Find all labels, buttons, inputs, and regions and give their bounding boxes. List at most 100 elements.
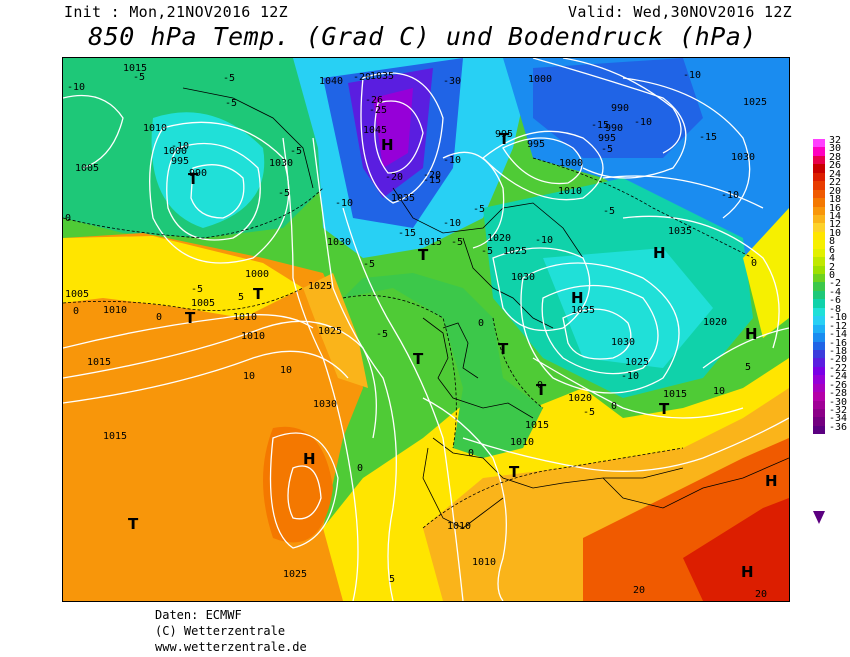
- legend-entry: -30: [813, 397, 847, 409]
- legend-entry: 28: [813, 152, 841, 165]
- legend-swatch: [813, 147, 825, 156]
- isobar-label: 990: [611, 103, 629, 114]
- isobar-label: 1030: [313, 399, 337, 410]
- isobar-label: 1005: [191, 298, 215, 309]
- temp-field-east-core: [533, 58, 703, 158]
- isobar-label: 1025: [283, 569, 307, 580]
- isobar-label: 1015: [87, 357, 111, 368]
- isobar-label: 1025: [308, 281, 332, 292]
- temp-label: -5: [451, 237, 463, 248]
- legend-swatch: [813, 265, 825, 274]
- legend-entry: -20: [813, 355, 847, 367]
- legend-value: -4: [829, 286, 842, 298]
- legend-entry: 0: [813, 271, 835, 283]
- legend-entry: 8: [813, 237, 835, 249]
- legend-swatch: [813, 375, 825, 384]
- legend-entry: 18: [813, 195, 841, 207]
- temp-label: -5: [133, 72, 145, 83]
- legend-value: 32: [829, 135, 842, 146]
- legend-value: 4: [829, 253, 836, 265]
- temperature-legend: 32 30 28 26 24 22 20 18 16 14 12 10 8 6 4 2 0 -2 -4 -6 -8 -10…: [813, 136, 847, 435]
- legend-value: -18: [829, 345, 848, 357]
- temp-label: -5: [191, 284, 203, 295]
- temp-field-purple-core: [373, 88, 413, 168]
- legend-value: -24: [829, 371, 848, 383]
- isobar-label: 1030: [511, 272, 535, 283]
- isobar-label: 1030: [731, 152, 755, 163]
- legend-swatch: [813, 274, 825, 283]
- temp-label: -10: [67, 82, 85, 93]
- legend-value: -14: [829, 329, 848, 341]
- isobar-label: 1000: [163, 146, 187, 157]
- temp-label: -10: [443, 218, 461, 229]
- isobar-label: 1000: [528, 74, 552, 85]
- legend-value: -30: [829, 396, 848, 408]
- legend-value: 2: [829, 261, 836, 273]
- isobar-label: 990: [605, 123, 623, 134]
- isobar-labels: 1015 1040 1035 1010 1000 995 990 1005 10…: [65, 63, 767, 580]
- temp-label: 0: [65, 213, 71, 224]
- temp-field-russia-core: [543, 248, 713, 368]
- legend-swatch: [813, 358, 825, 367]
- isobar-label: 1000: [245, 269, 269, 280]
- legend-entry: 6: [813, 245, 835, 258]
- isobar-label: 1010: [558, 186, 582, 197]
- temp-label: -5: [290, 146, 302, 157]
- legend-swatch: [813, 349, 825, 359]
- legend-swatch: [813, 214, 825, 224]
- isobar-label: 995: [527, 139, 545, 150]
- legend-entry: -10: [813, 313, 847, 325]
- temp-label: -5: [601, 144, 613, 155]
- isobar-label: 1010: [143, 123, 167, 134]
- legend-value: -2: [829, 278, 842, 290]
- legend-swatch: [813, 257, 825, 266]
- temp-label: -10: [535, 235, 553, 246]
- temp-label: 10: [243, 371, 255, 382]
- temp-label: -15: [699, 132, 717, 143]
- temp-label: -10: [621, 371, 639, 382]
- legend-entry: 30: [813, 144, 841, 156]
- legend-arrow-icon: [813, 511, 825, 524]
- temp-label: -5: [603, 206, 615, 217]
- legend-entry: 26: [813, 161, 841, 173]
- isobar-label: 1010: [103, 305, 127, 316]
- isobars: [63, 58, 789, 601]
- temp-label: 0: [611, 401, 617, 412]
- temp-label: -15: [398, 228, 416, 239]
- valid-time: Valid: Wed,30NOV2016 12Z: [568, 3, 792, 21]
- temp-field-azores: [263, 426, 333, 543]
- high-center-africa-south: H: [741, 563, 754, 581]
- legend-value: -22: [829, 362, 848, 374]
- temp-label: 0: [73, 306, 79, 317]
- legend-swatch: [813, 248, 825, 258]
- legend-value: -8: [829, 303, 842, 315]
- temp-label: -5: [225, 98, 237, 109]
- legend-value: 24: [829, 168, 842, 180]
- legend-entry: -14: [813, 330, 847, 342]
- isobar-label: 1010: [510, 437, 534, 448]
- low-center-mediterranean: T: [509, 463, 520, 481]
- website-link[interactable]: www.wetterzentrale.de: [155, 640, 307, 654]
- temp-label: -5: [363, 259, 375, 270]
- legend-swatch: [813, 172, 825, 182]
- temp-label: 5: [745, 362, 751, 373]
- low-center-uk: T: [413, 350, 424, 368]
- isobar-label: 1020: [487, 233, 511, 244]
- legend-swatch: [813, 400, 825, 409]
- legend-entry: -12: [813, 321, 847, 334]
- legend-swatch: [813, 240, 825, 249]
- legend-swatch: [813, 282, 825, 291]
- isobar-label: 1010: [241, 331, 265, 342]
- init-time: Init : Mon,21NOV2016 12Z: [64, 3, 288, 21]
- legend-value: -32: [829, 405, 848, 416]
- legend-value: 8: [829, 236, 836, 248]
- legend-entry: -32: [813, 406, 847, 418]
- legend-entry: 32: [813, 136, 841, 148]
- legend-entry: 10: [813, 228, 841, 241]
- temp-label: -10: [335, 198, 353, 209]
- legend-value: 28: [829, 151, 842, 163]
- legend-swatch: [813, 181, 825, 190]
- legend-value: -12: [829, 320, 848, 332]
- legend-entry: -8: [813, 304, 841, 317]
- low-center-black-sea: T: [659, 400, 670, 418]
